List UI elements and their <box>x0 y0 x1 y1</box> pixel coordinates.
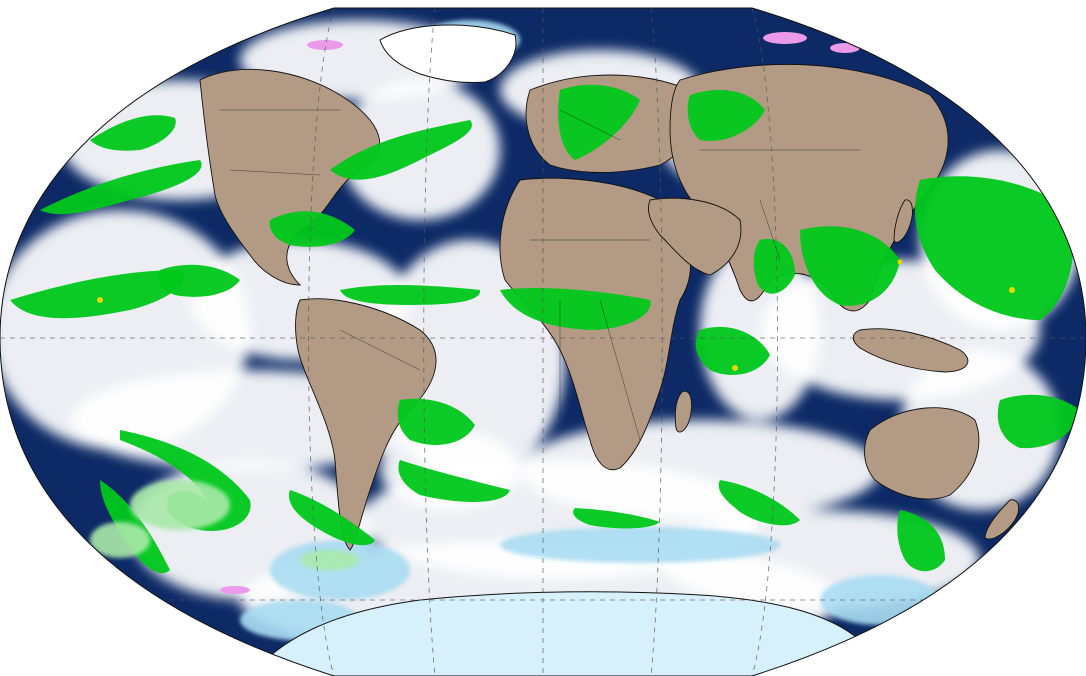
south-america-landmass <box>295 298 437 551</box>
precip-band-indian-ocean <box>695 326 770 375</box>
precip-band-southeast-asia <box>800 226 900 306</box>
new-zealand-landmass <box>984 499 1020 540</box>
precip-band-europe <box>558 84 640 160</box>
precipitation-layer <box>10 84 1080 574</box>
precip-band-tasman <box>897 510 945 572</box>
precip-band-brazil <box>397 398 475 445</box>
graticule-layer <box>0 8 1086 676</box>
precip-band-western-pacific <box>915 176 1074 320</box>
light-precipitation-layer <box>90 480 360 570</box>
globe-outline <box>0 7 1086 676</box>
arabia-landmass <box>648 197 742 276</box>
australia-landmass <box>864 407 980 500</box>
southeast-asia-islands <box>852 328 969 373</box>
madagascar-landmass <box>674 390 693 433</box>
precip-band-eastern-pacific <box>158 264 240 297</box>
country-borders-layer <box>220 109 860 441</box>
graticule-meridian-e1 <box>751 8 778 676</box>
precip-band-north-atlantic <box>330 120 472 180</box>
precip-band-sahel <box>500 288 651 330</box>
precip-band-south-indian <box>718 480 800 526</box>
graticule-meridian-w1 <box>308 8 335 676</box>
precip-band-central-pacific <box>10 270 185 319</box>
greenland-landmass <box>379 24 517 83</box>
precip-band-caribbean <box>340 285 481 305</box>
precip-band-east-australia <box>997 394 1080 449</box>
precip-band-south-atlantic <box>398 460 510 502</box>
precip-band-north-pacific <box>90 115 176 151</box>
precip-band-india <box>753 239 795 294</box>
precip-band-siberia <box>687 90 765 141</box>
precip-band-southern-ocean <box>573 508 660 529</box>
precip-band-south-pacific-east <box>289 490 375 546</box>
precip-band-pacific-west <box>40 160 202 215</box>
graticule-meridian-e2 <box>650 8 663 676</box>
heavy-precipitation-layer <box>97 259 1015 371</box>
japan-landmass <box>893 199 913 243</box>
graticule-meridian-w2 <box>423 8 436 676</box>
precip-band-gulf <box>269 211 355 247</box>
frozen-precipitation-layer <box>220 32 860 594</box>
